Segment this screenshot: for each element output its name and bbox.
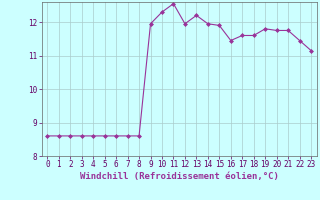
X-axis label: Windchill (Refroidissement éolien,°C): Windchill (Refroidissement éolien,°C) <box>80 172 279 181</box>
